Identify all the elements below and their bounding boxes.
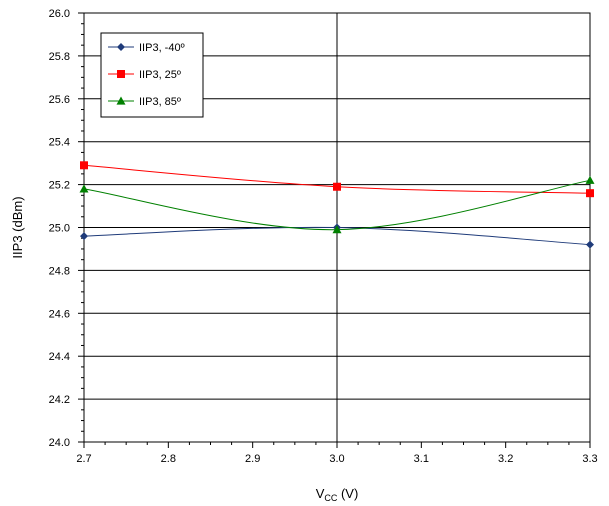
legend-item-1-label: IIP3, -40º [139, 42, 185, 54]
legend: IIP3, -40º IIP3, 25º IIP3, 85º [100, 32, 204, 118]
x-tick-label: 2.8 [161, 453, 176, 465]
y-axis-title: IIP3 (dBm) [10, 196, 25, 258]
series-2-point [586, 189, 594, 198]
x-axis-title-subscript: CC [324, 493, 337, 503]
x-axis-title-unit: (V) [337, 486, 358, 501]
y-tick-label: 24.4 [49, 351, 70, 363]
x-tick-label: 3.2 [498, 453, 513, 465]
y-tick-label: 25.8 [49, 51, 70, 63]
plot-frame [83, 12, 591, 443]
y-tick-label: 25.2 [49, 180, 70, 192]
series-3-point [585, 175, 595, 184]
y-tick-label: 25.0 [49, 223, 70, 235]
y-tick-label: 25.4 [49, 137, 70, 149]
y-tick-label: 24.8 [49, 265, 70, 277]
series-2-point [80, 161, 88, 170]
x-tick-label: 3.3 [582, 453, 597, 465]
y-tick-label: 26.0 [49, 8, 70, 20]
x-tick-label: 2.9 [245, 453, 260, 465]
y-tick-label: 25.6 [49, 94, 70, 106]
y-tick-label: 24.2 [49, 394, 70, 406]
x-tick-label: 3.0 [329, 453, 344, 465]
x-tick-labels: 2.7 2.8 2.9 3.0 3.1 3.2 3.3 [76, 453, 597, 465]
series-3-point [332, 225, 342, 234]
series-2-point [333, 182, 341, 191]
series-3-point [79, 184, 89, 193]
legend-item-3-label: IIP3, 85º [139, 96, 181, 108]
x-tick-label: 3.1 [414, 453, 429, 465]
legend-item-2-label: IIP3, 25º [139, 69, 181, 81]
x-axis-title: VCC (V) [316, 486, 359, 503]
legend-item-3-swatch-marker [116, 96, 126, 105]
legend-item-2-swatch-marker [117, 70, 125, 78]
series-1-point [586, 240, 594, 249]
y-tick-label: 24.0 [49, 437, 70, 449]
legend-item-1-swatch-marker [117, 43, 125, 51]
x-axis-title-main: V [316, 486, 325, 501]
x-tick-label: 2.7 [76, 453, 91, 465]
y-tick-labels: 24.0 24.2 24.4 24.6 24.8 25.0 25.2 25.4 25.6 25.8… [49, 8, 70, 449]
series-1-point [80, 232, 88, 241]
y-tick-label: 24.6 [49, 308, 70, 320]
series-markers [79, 161, 595, 249]
